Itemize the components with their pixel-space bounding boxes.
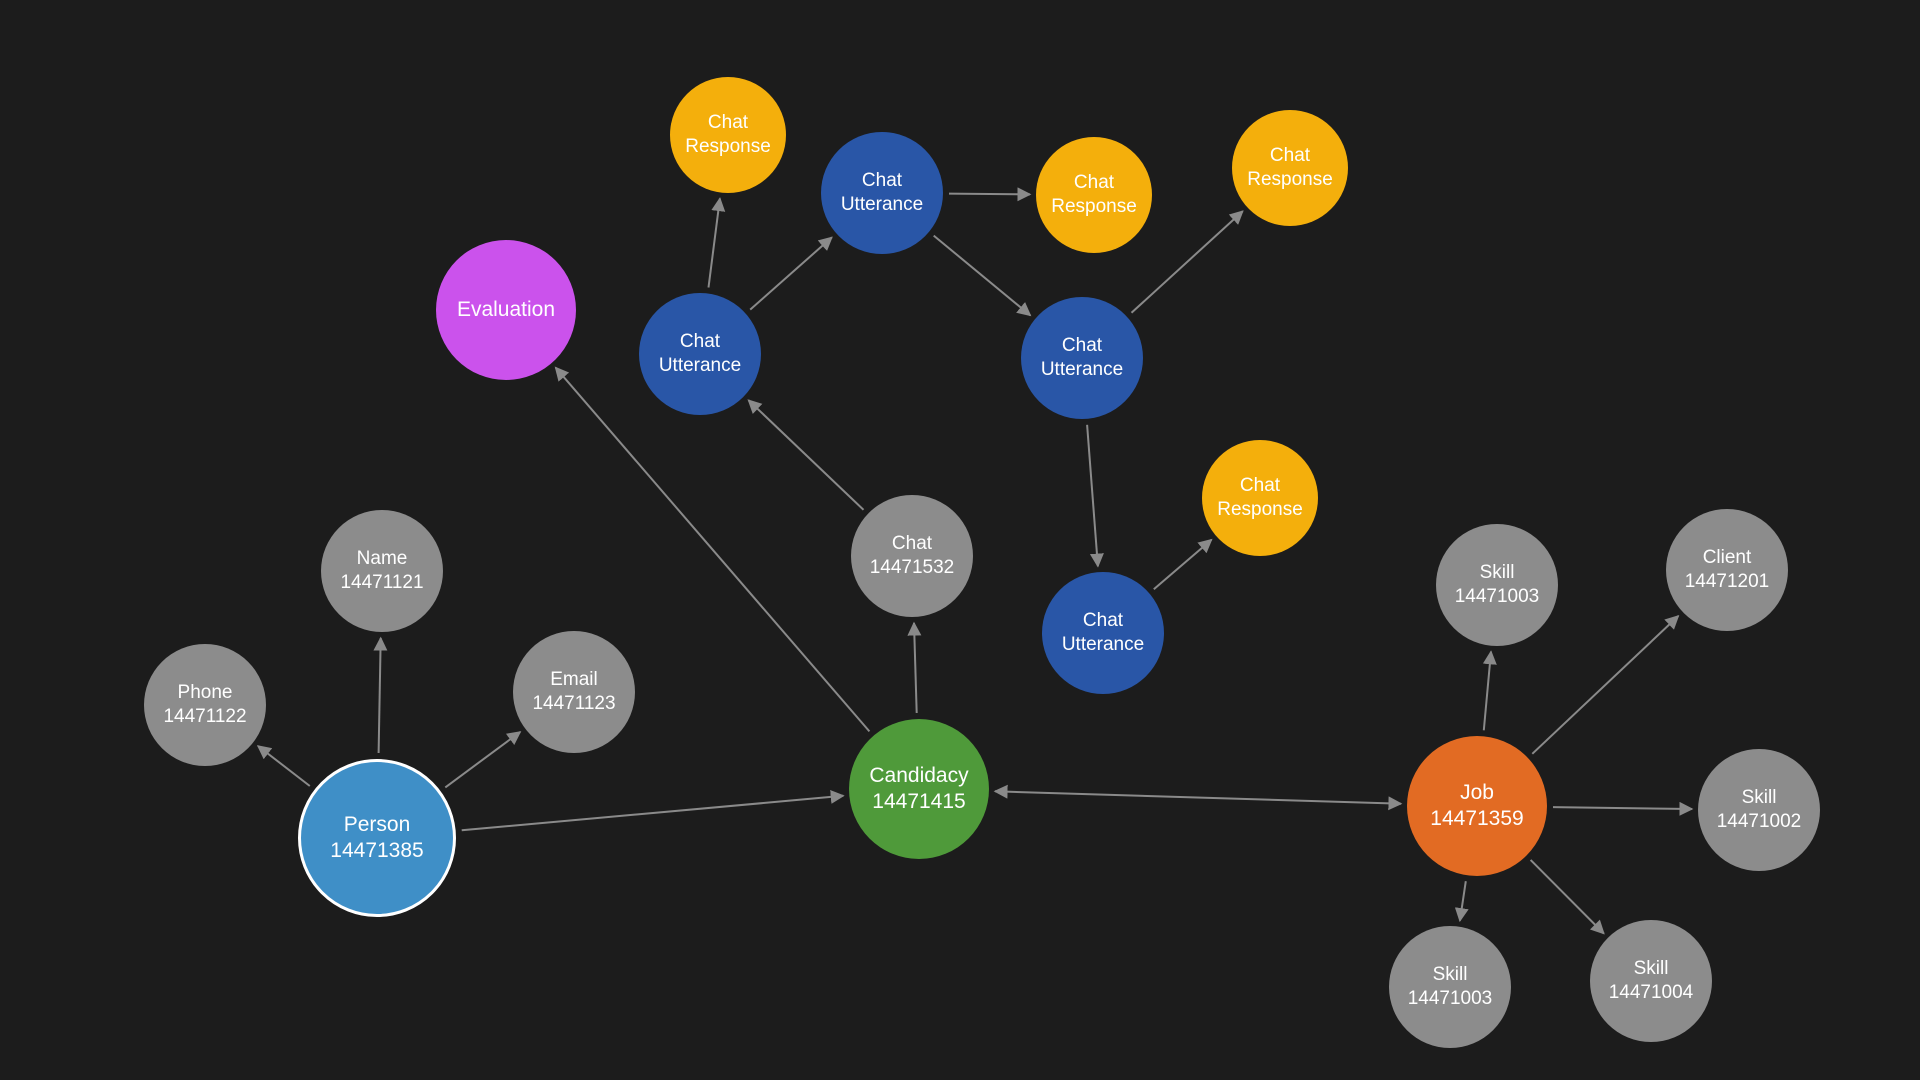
edge-utter1-utter2 [750, 237, 832, 309]
node-utter3-line-0: Chat [1062, 334, 1102, 358]
node-utter1-line-1: Utterance [659, 354, 741, 378]
edge-job-client [1532, 616, 1678, 754]
node-utter1-line-0: Chat [680, 330, 720, 354]
node-client[interactable]: Client14471201 [1666, 509, 1788, 631]
node-skillA-line-1: 14471003 [1455, 585, 1540, 609]
edge-person-candidacy [462, 796, 844, 831]
node-resp2-line-0: Chat [1074, 171, 1114, 195]
node-job-line-1: 14471359 [1430, 806, 1523, 832]
edge-utter3-resp3 [1132, 211, 1243, 313]
edge-utter2-utter3 [934, 236, 1031, 316]
node-resp3[interactable]: ChatResponse [1232, 110, 1348, 226]
edge-utter3-utter4 [1087, 425, 1098, 566]
node-resp2-line-1: Response [1051, 195, 1137, 219]
node-email-line-1: 14471123 [532, 692, 615, 716]
node-utter2[interactable]: ChatUtterance [821, 132, 943, 254]
node-phone-line-1: 14471122 [163, 705, 246, 729]
node-email-line-0: Email [550, 668, 598, 692]
edge-candidacy-chat [914, 623, 917, 713]
edge-utter1-resp1 [709, 199, 720, 288]
node-evaluation[interactable]: Evaluation [436, 240, 576, 380]
node-utter2-line-1: Utterance [841, 193, 923, 217]
edge-job-skillD [1460, 881, 1466, 921]
node-resp4-line-1: Response [1217, 498, 1303, 522]
node-skillC[interactable]: Skill14471004 [1590, 920, 1712, 1042]
node-job[interactable]: Job14471359 [1407, 736, 1547, 876]
node-utter4-line-0: Chat [1083, 609, 1123, 633]
node-resp1[interactable]: ChatResponse [670, 77, 786, 193]
edge-job-skillC [1531, 860, 1604, 934]
edge-job-skillB [1553, 807, 1692, 809]
node-evaluation-line-0: Evaluation [457, 297, 555, 323]
node-person[interactable]: Person14471385 [298, 759, 456, 917]
node-resp4[interactable]: ChatResponse [1202, 440, 1318, 556]
node-resp2[interactable]: ChatResponse [1036, 137, 1152, 253]
node-phone-line-0: Phone [178, 681, 233, 705]
node-candidacy-line-1: 14471415 [872, 789, 965, 815]
edge-utter2-resp2 [949, 194, 1030, 195]
node-skillD-line-0: Skill [1433, 963, 1468, 987]
node-chat[interactable]: Chat14471532 [851, 495, 973, 617]
node-skillB[interactable]: Skill14471002 [1698, 749, 1820, 871]
node-resp3-line-0: Chat [1270, 144, 1310, 168]
node-phone[interactable]: Phone14471122 [144, 644, 266, 766]
node-chat-line-0: Chat [892, 532, 932, 556]
node-skillC-line-0: Skill [1634, 957, 1669, 981]
node-utter3[interactable]: ChatUtterance [1021, 297, 1143, 419]
node-email[interactable]: Email14471123 [513, 631, 635, 753]
node-chat-line-1: 14471532 [870, 556, 955, 580]
node-candidacy[interactable]: Candidacy14471415 [849, 719, 989, 859]
node-name-line-0: Name [357, 547, 408, 571]
node-utter4-line-1: Utterance [1062, 633, 1144, 657]
node-skillA-line-0: Skill [1480, 561, 1515, 585]
node-utter3-line-1: Utterance [1041, 358, 1123, 382]
node-skillD[interactable]: Skill14471003 [1389, 926, 1511, 1048]
node-resp3-line-1: Response [1247, 168, 1333, 192]
node-resp1-line-0: Chat [708, 111, 748, 135]
node-skillB-line-0: Skill [1742, 786, 1777, 810]
node-utter1[interactable]: ChatUtterance [639, 293, 761, 415]
node-skillC-line-1: 14471004 [1609, 981, 1694, 1005]
edge-person-name [379, 638, 381, 753]
node-utter4[interactable]: ChatUtterance [1042, 572, 1164, 694]
node-person-line-0: Person [344, 812, 411, 838]
node-skillD-line-1: 14471003 [1408, 987, 1493, 1011]
edge-utter4-resp4 [1154, 540, 1212, 590]
node-skillA[interactable]: Skill14471003 [1436, 524, 1558, 646]
edge-job-candidacy [995, 791, 1401, 803]
edge-chat-utter1 [749, 400, 864, 510]
node-job-line-0: Job [1460, 780, 1494, 806]
node-name-line-1: 14471121 [340, 571, 423, 595]
edge-person-email [445, 732, 520, 788]
node-skillB-line-1: 14471002 [1717, 810, 1802, 834]
edge-person-phone [258, 746, 310, 786]
edge-job-skillA [1484, 652, 1491, 731]
node-person-line-1: 14471385 [330, 838, 423, 864]
node-client-line-1: 14471201 [1685, 570, 1770, 594]
graph-canvas: Person14471385 Phone14471122 Name14471121 E… [0, 0, 1920, 1080]
node-utter2-line-0: Chat [862, 169, 902, 193]
node-name[interactable]: Name14471121 [321, 510, 443, 632]
node-resp1-line-1: Response [685, 135, 771, 159]
node-client-line-0: Client [1703, 546, 1752, 570]
node-resp4-line-0: Chat [1240, 474, 1280, 498]
node-candidacy-line-0: Candidacy [869, 763, 968, 789]
